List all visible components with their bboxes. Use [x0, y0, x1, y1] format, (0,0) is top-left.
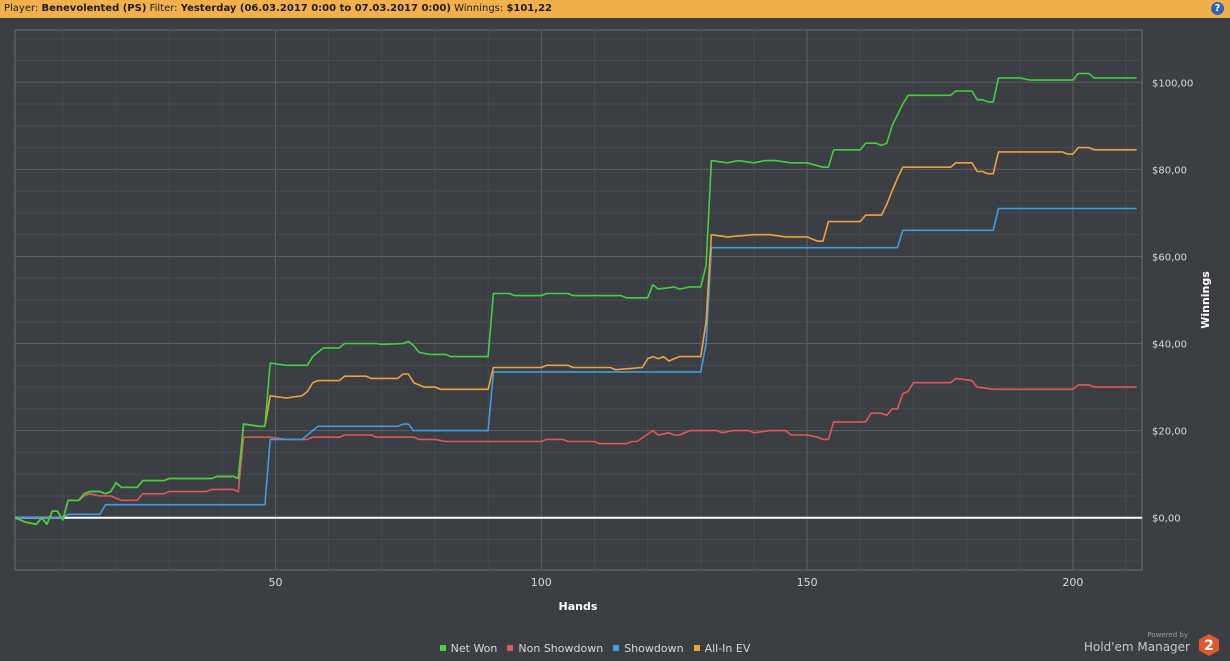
legend-item-all-in-ev[interactable]: All-In EV — [693, 640, 751, 656]
legend-item-showdown[interactable]: Showdown — [613, 640, 684, 656]
minor-gridlines — [15, 30, 1142, 570]
y-tick-label: $80,00 — [1152, 165, 1187, 176]
series-lines — [14, 72, 1137, 526]
y-tick-label: $40,00 — [1152, 340, 1187, 351]
filter-bar: Player: Benevolented (PS) Filter: Yester… — [0, 0, 1230, 18]
series-line-showdown — [15, 207, 1137, 519]
tick-labels: 50 100 150 200 $0,00 $20,00 $40,00 $60,00 $80,00… — [268, 78, 1193, 589]
y-tick-label: $20,00 — [1152, 427, 1187, 438]
legend: Net Won Non Showdown Showdown All-In EV — [0, 640, 1190, 656]
legend-label: Non Showdown — [518, 641, 604, 655]
x-axis-label: Hands — [559, 600, 598, 613]
x-tick-label: 200 — [1062, 576, 1083, 589]
series-line-non-showdown — [14, 377, 1137, 526]
y-tick-label: $100,00 — [1152, 78, 1193, 89]
y-tick-label: $60,00 — [1152, 252, 1187, 263]
series-line-net-won — [14, 72, 1137, 526]
legend-swatch — [439, 645, 446, 651]
logo-badge-text: 2 — [1204, 638, 1214, 654]
y-tick-label: $0,00 — [1152, 514, 1181, 525]
x-tick-label: 50 — [268, 576, 282, 589]
winnings-value: $101,22 — [506, 3, 552, 14]
product-name: Hold'em Manager — [1083, 640, 1190, 654]
winnings-label: Winnings: — [454, 3, 504, 14]
powered-by-text: Powered by — [1147, 631, 1188, 639]
player-value: Benevolented (PS) — [41, 3, 147, 14]
legend-label: All-In EV — [704, 641, 751, 655]
help-icon[interactable]: ? — [1211, 2, 1224, 15]
legend-item-non-showdown[interactable]: Non Showdown — [507, 640, 603, 656]
hm2-logo-icon: 2 — [1199, 634, 1219, 656]
legend-swatch — [613, 645, 620, 651]
filter-value[interactable]: Yesterday (06.03.2017 0:00 to 07.03.2017… — [180, 3, 451, 14]
legend-label: Showdown — [624, 641, 684, 655]
player-label: Player: — [4, 3, 39, 14]
legend-swatch — [693, 645, 700, 651]
legend-swatch — [507, 645, 514, 651]
y-axis-label: Winnings — [1199, 271, 1212, 329]
filter-label: Filter: — [149, 3, 178, 14]
x-tick-label: 150 — [797, 576, 818, 589]
legend-label: Net Won — [450, 641, 498, 655]
legend-item-net-won[interactable]: Net Won — [439, 640, 498, 656]
x-tick-label: 100 — [531, 576, 552, 589]
